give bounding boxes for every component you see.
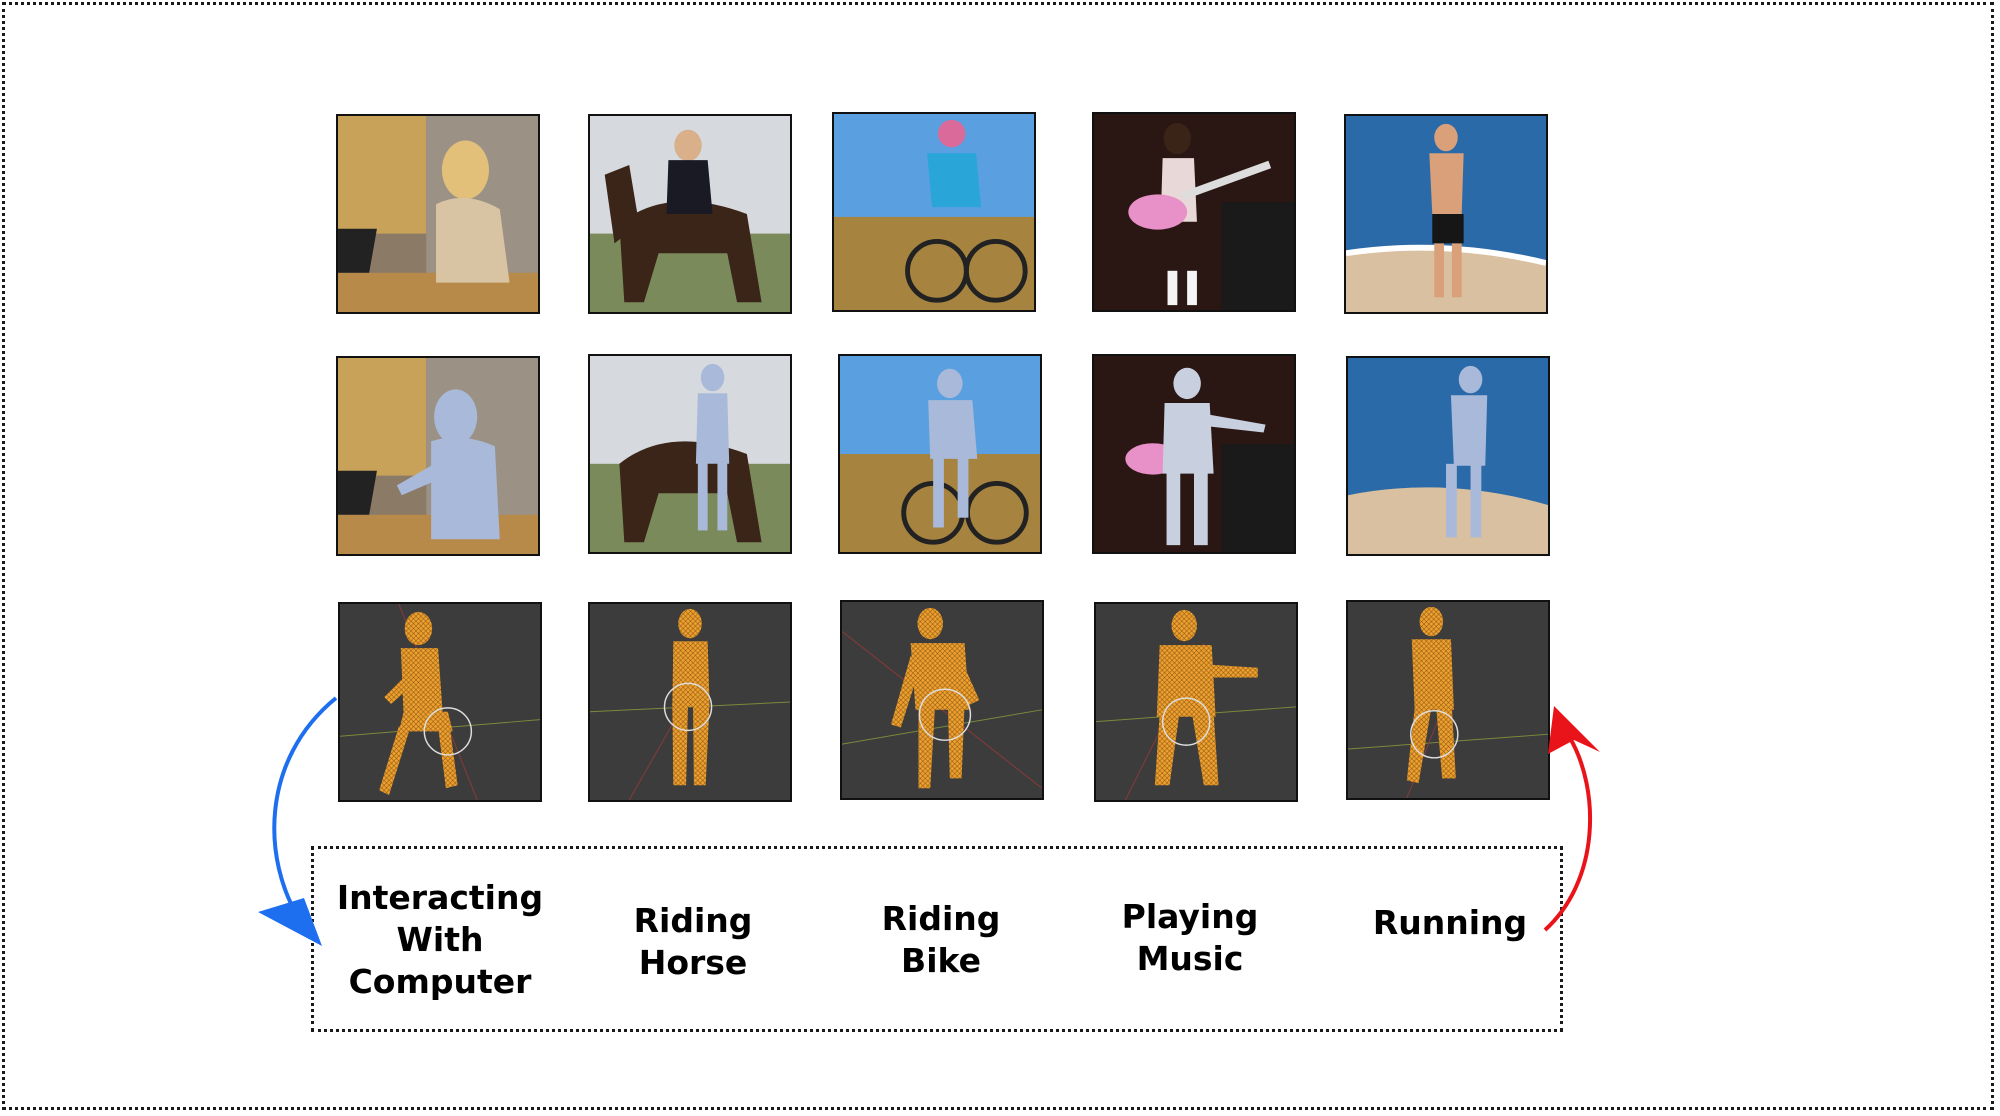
blue-arrowhead xyxy=(258,898,322,946)
blue-curved-arrow xyxy=(272,696,338,922)
wireframe-running xyxy=(1346,600,1550,800)
photo-interacting-with-computer xyxy=(336,114,540,314)
mesh-overlay-riding-horse xyxy=(588,354,792,554)
label-riding-horse: Riding Horse xyxy=(633,901,753,982)
wireframe-interacting-with-computer xyxy=(338,602,542,802)
photo-playing-music xyxy=(1092,112,1296,312)
label-riding-bike: Riding Bike xyxy=(881,899,1001,980)
label-playing-music: Playing Music xyxy=(1121,897,1259,978)
mesh-overlay-riding-bike xyxy=(838,354,1042,554)
red-curved-arrow xyxy=(1543,737,1592,932)
mesh-overlay-running xyxy=(1346,356,1550,556)
photo-riding-bike xyxy=(832,112,1036,312)
mesh-overlay-interacting-with-computer xyxy=(336,356,540,556)
wireframe-riding-bike xyxy=(840,600,1044,800)
photo-riding-horse xyxy=(588,114,792,314)
mesh-overlay-playing-music xyxy=(1092,354,1296,554)
wireframe-riding-horse xyxy=(588,602,792,802)
photo-running xyxy=(1344,114,1548,314)
red-arrowhead xyxy=(1548,706,1600,754)
label-running: Running xyxy=(1372,903,1528,942)
label-interacting-with-computer: Interacting With Computer xyxy=(336,878,544,1001)
wireframe-playing-music xyxy=(1094,602,1298,802)
